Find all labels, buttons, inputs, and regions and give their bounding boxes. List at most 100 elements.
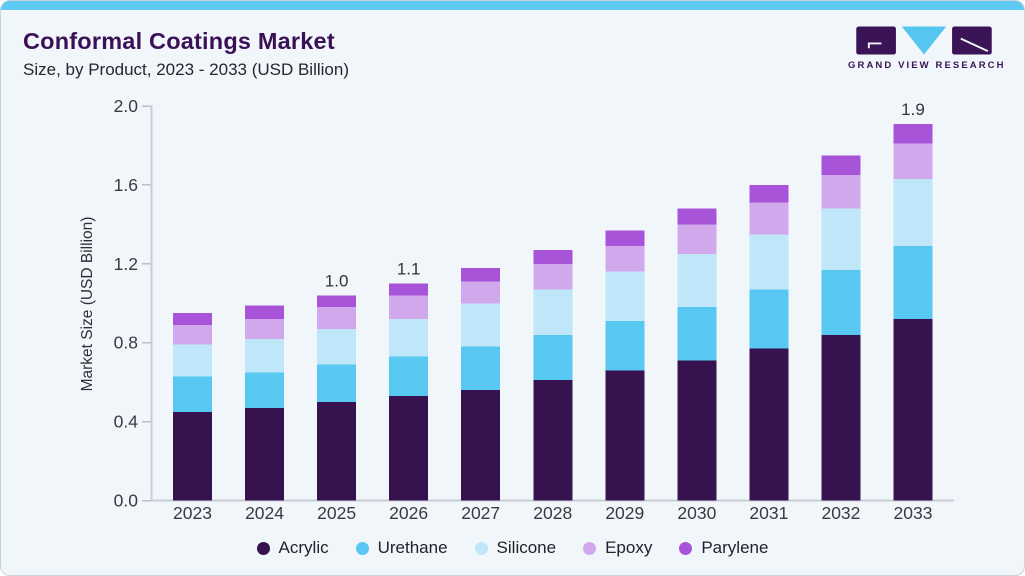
y-tick-label-1.2: 1.2	[114, 254, 138, 274]
bar-segment-2033-silicone	[893, 179, 933, 247]
x-tick-label-2026: 2026	[389, 503, 428, 523]
x-tick-label-2024: 2024	[245, 503, 284, 523]
legend-label-epoxy: Epoxy	[605, 538, 653, 557]
bar-segment-2023-urethane	[173, 376, 212, 412]
header: Conformal Coatings Market Size, by Produ…	[23, 28, 349, 80]
legend-dot-epoxy-icon	[583, 541, 597, 555]
bar-segment-2028-silicone	[533, 289, 573, 335]
x-tick-label-2030: 2030	[677, 503, 716, 523]
bar-segment-2026-acrylic	[389, 395, 429, 501]
bar-segment-2028-acrylic	[533, 380, 573, 501]
y-tick-label-2.0: 2.0	[114, 96, 139, 116]
legend-label-silicone: Silicone	[496, 538, 557, 557]
bar-segment-2024-silicone	[245, 338, 285, 373]
bar-total-label-2025: 1.0	[325, 271, 349, 290]
bar-segment-2026-urethane	[389, 356, 429, 396]
bar-segment-2023-epoxy	[173, 324, 212, 345]
gvr-logo: GRAND VIEW RESEARCH	[848, 26, 1006, 71]
page-title: Conformal Coatings Market	[23, 28, 335, 54]
bar-segment-2031-urethane	[749, 289, 789, 349]
x-tick-label-2031: 2031	[749, 503, 788, 523]
bar-segment-2032-silicone	[821, 208, 861, 270]
bar-segment-2031-epoxy	[749, 202, 789, 235]
bar-segment-2026-silicone	[389, 319, 429, 357]
bar-segment-2027-silicone	[461, 303, 501, 347]
bar-segment-2023-acrylic	[173, 411, 212, 501]
bar-segment-2024-epoxy	[245, 319, 285, 339]
bar-segment-2030-silicone	[677, 254, 717, 308]
bar-segment-2030-urethane	[677, 307, 717, 361]
bar-segment-2032-urethane	[821, 269, 861, 335]
legend-dot-silicone-icon	[474, 541, 488, 555]
page-subtitle: Size, by Product, 2023 - 2033 (USD Billi…	[23, 60, 349, 79]
y-tick-label-0.0: 0.0	[114, 491, 139, 511]
x-tick-label-2032: 2032	[821, 503, 860, 523]
legend-item-epoxy: Epoxy	[583, 538, 652, 558]
bar-segment-2025-acrylic	[317, 401, 357, 501]
bar-segment-2027-parylene	[461, 267, 501, 282]
gvr-logo-icon	[856, 26, 992, 55]
bar-segment-2027-urethane	[461, 346, 501, 391]
bar-segment-2025-parylene	[317, 295, 357, 308]
bar-segment-2028-epoxy	[533, 263, 573, 290]
bar-segment-2032-parylene	[821, 155, 861, 176]
bar-segment-2033-urethane	[893, 246, 933, 320]
x-tick-label-2033: 2033	[894, 503, 933, 523]
bar-segment-2029-acrylic	[605, 370, 645, 501]
bar-segment-2027-epoxy	[461, 281, 501, 304]
legend-item-urethane: Urethane	[355, 538, 448, 558]
bar-segment-2024-acrylic	[245, 407, 285, 501]
bar-segment-2029-urethane	[605, 321, 645, 371]
x-tick-label-2027: 2027	[461, 503, 500, 523]
legend-item-acrylic: Acrylic	[256, 538, 329, 558]
bar-segment-2028-urethane	[533, 334, 573, 381]
x-tick-label-2029: 2029	[605, 503, 644, 523]
bar-segment-2025-epoxy	[317, 307, 357, 329]
legend-label-urethane: Urethane	[377, 538, 448, 557]
bar-segment-2033-parylene	[893, 123, 933, 144]
bar-segment-2030-epoxy	[677, 224, 717, 254]
legend-dot-acrylic-icon	[256, 541, 270, 555]
legend-label-acrylic: Acrylic	[278, 538, 329, 557]
bar-segment-2023-parylene	[173, 313, 212, 325]
bar-segment-2031-parylene	[749, 184, 789, 203]
top-accent-bar	[1, 1, 1024, 10]
y-tick-label-0.8: 0.8	[114, 333, 138, 353]
chart-legend: Acrylic Urethane Silicone Epoxy Parylene	[1, 538, 1024, 558]
bar-segment-2025-urethane	[317, 364, 357, 402]
bar-segment-2026-epoxy	[389, 295, 429, 320]
bar-segment-2029-epoxy	[605, 246, 645, 272]
bar-segment-2032-acrylic	[821, 334, 861, 501]
y-tick-label-0.4: 0.4	[114, 412, 139, 432]
legend-dot-urethane-icon	[355, 541, 369, 555]
bar-segment-2031-silicone	[749, 234, 789, 290]
x-tick-label-2025: 2025	[317, 503, 356, 523]
bar-segment-2023-silicone	[173, 344, 212, 377]
bar-segment-2033-epoxy	[893, 143, 933, 180]
bar-segment-2033-acrylic	[893, 319, 933, 501]
legend-dot-parylene-icon	[679, 541, 693, 555]
bar-total-label-2026: 1.1	[397, 260, 421, 279]
legend-item-silicone: Silicone	[474, 538, 557, 558]
x-tick-label-2028: 2028	[533, 503, 572, 523]
y-tick-label-1.6: 1.6	[114, 175, 138, 195]
bar-segment-2028-parylene	[533, 250, 573, 264]
bar-segment-2032-epoxy	[821, 175, 861, 209]
bar-segment-2026-parylene	[389, 283, 429, 296]
bar-total-label-2033: 1.9	[901, 100, 925, 119]
legend-label-parylene: Parylene	[701, 538, 769, 557]
bar-segment-2029-silicone	[605, 271, 645, 322]
bar-segment-2031-acrylic	[749, 348, 789, 501]
bar-segment-2030-parylene	[677, 208, 717, 225]
bar-segment-2030-acrylic	[677, 360, 717, 501]
x-tick-label-2023: 2023	[173, 503, 212, 523]
bar-segment-2024-urethane	[245, 372, 285, 408]
gvr-logo-text: GRAND VIEW RESEARCH	[848, 60, 1006, 71]
bar-segment-2027-acrylic	[461, 390, 501, 501]
bar-segment-2024-parylene	[245, 305, 285, 320]
legend-item-parylene: Parylene	[679, 538, 768, 558]
bar-segment-2025-silicone	[317, 328, 357, 365]
bar-segment-2029-parylene	[605, 230, 645, 247]
